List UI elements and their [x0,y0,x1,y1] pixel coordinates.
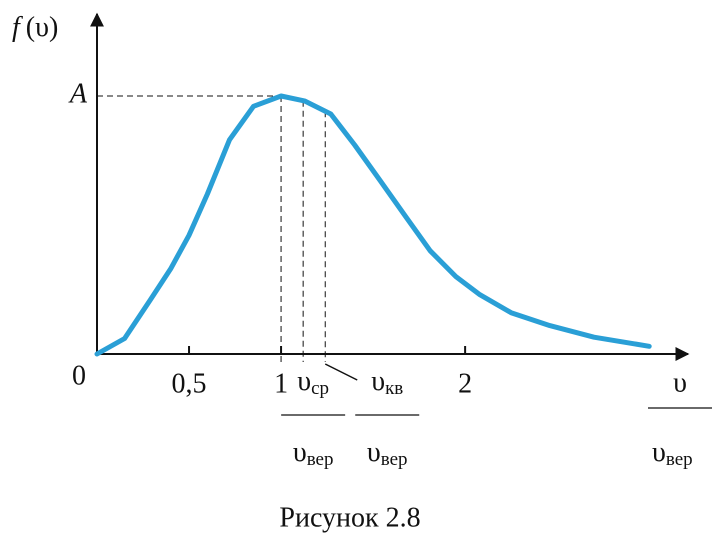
x-label-denominator: υвер [652,437,693,470]
marker-symbol: υ [297,366,311,397]
caption: Рисунок 2.8 [279,502,420,533]
y-axis-label: f (υ) [12,12,58,43]
y-tick-label: A [68,78,88,109]
denominator-symbol: υ [367,437,381,468]
denominator-symbol: υ [652,437,666,468]
marker-label: υср [297,366,329,399]
marker-label: υкв [371,366,403,399]
marker-subscript: кв [385,378,403,399]
marker-subscript: ср [311,378,329,399]
denominator-subscript: вер [666,449,693,470]
x-tick-label: 1 [274,368,288,399]
marker-denominator: υвер [367,437,408,470]
denominator-subscript: вер [381,449,408,470]
leader-line [324,363,358,381]
x-tick-label: 2 [458,368,472,399]
denominator-symbol: υ [293,437,307,468]
curve [94,93,652,357]
x-tick-label: 0,5 [172,368,207,399]
y-tick-label: 0 [72,360,86,391]
x-label-numerator: υ [673,367,687,398]
y-label-symbol: f [12,12,23,43]
marker-symbol: υ [371,366,385,397]
denominator-subscript: вер [307,449,334,470]
marker-denominator: υвер [293,437,334,470]
y-label-argument: (υ) [26,12,59,43]
